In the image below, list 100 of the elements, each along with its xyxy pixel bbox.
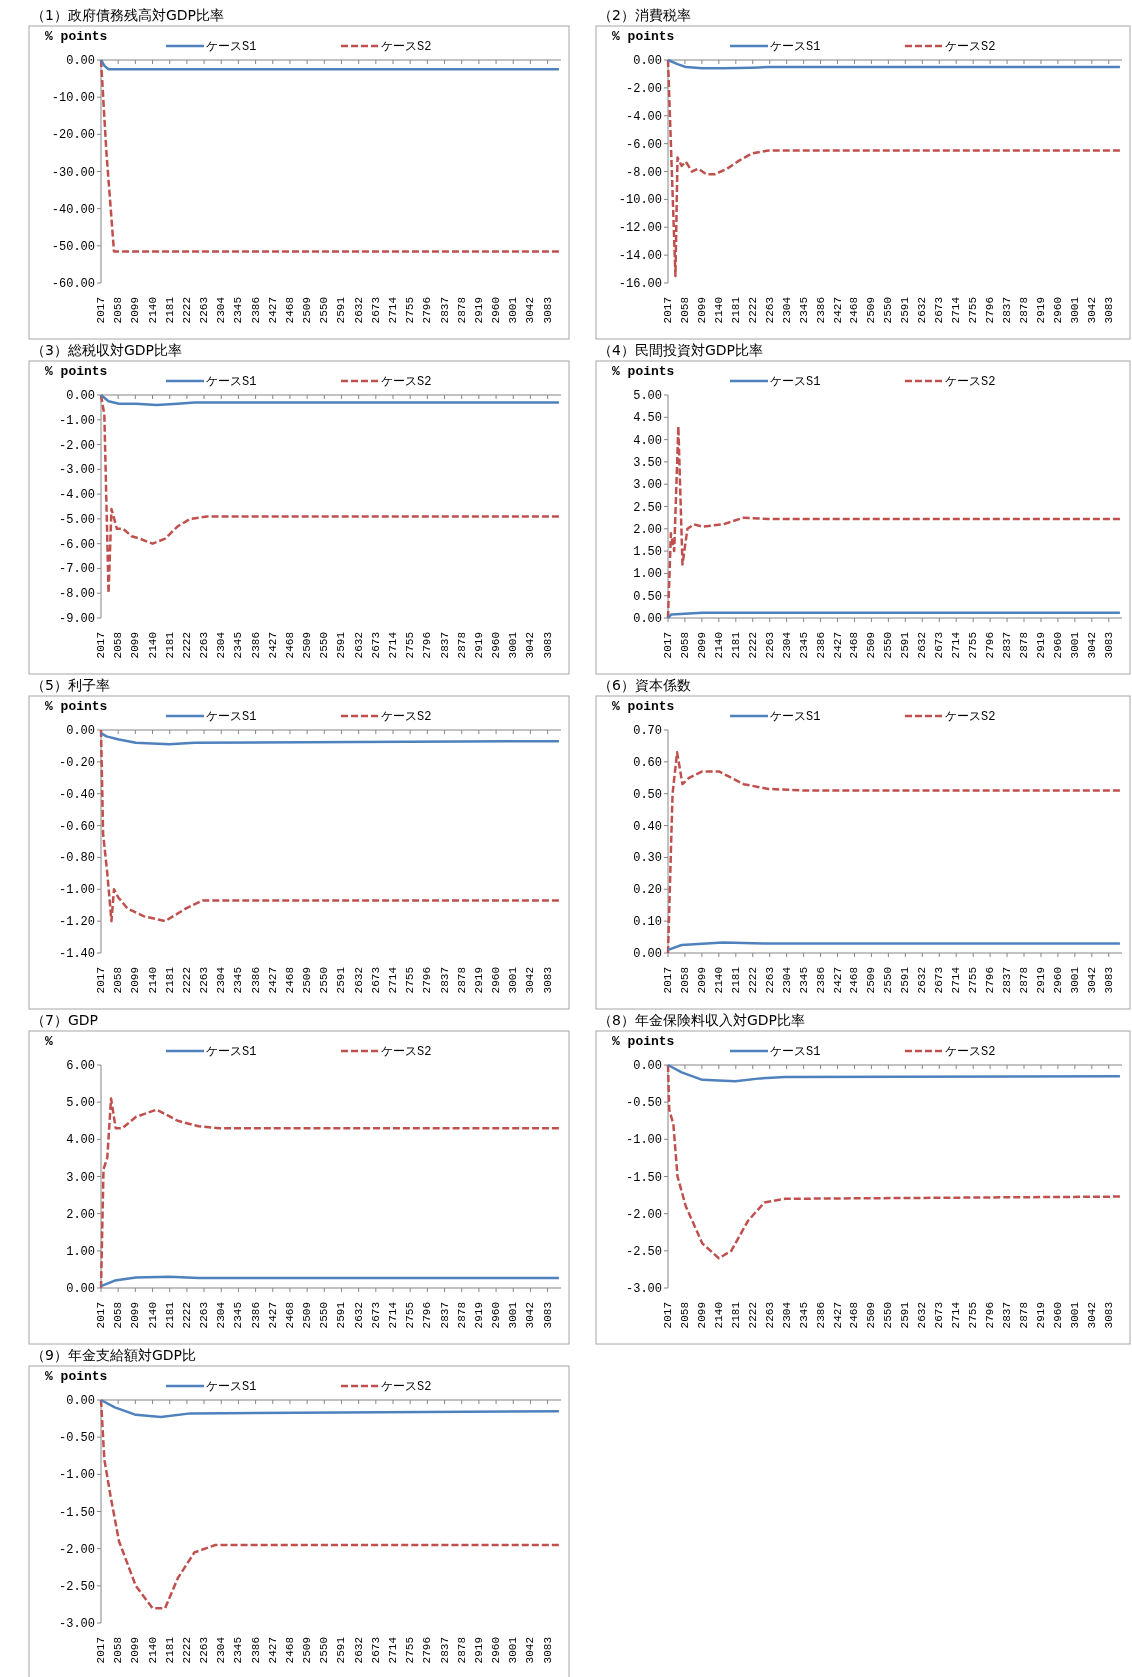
x-tick-label: 2919 <box>1034 297 1047 324</box>
x-tick-label: 3083 <box>541 297 554 324</box>
x-tick-label: 2919 <box>472 1302 485 1329</box>
y-tick-label: -30.00 <box>51 165 95 180</box>
y-tick-label: -8.00 <box>58 587 95 602</box>
x-tick-label: 2755 <box>404 297 417 324</box>
x-tick-label: 2509 <box>865 632 878 659</box>
x-tick-label: 2017 <box>662 1302 674 1329</box>
y-tick-label: -1.20 <box>58 915 95 930</box>
x-tick-label: 2837 <box>438 632 451 659</box>
x-tick-label: 2304 <box>215 631 228 659</box>
x-tick-label: 2673 <box>369 297 382 324</box>
x-tick-label: 2427 <box>831 967 844 994</box>
chart-title: （4）民間投資対GDP比率 <box>598 342 763 358</box>
x-tick-label: 2304 <box>780 1301 793 1329</box>
legend-label: ケースS2 <box>381 375 432 389</box>
y-tick-label: -1.00 <box>58 883 95 898</box>
y-tick-label: -3.00 <box>58 1617 95 1631</box>
y-tick-label: 2.00 <box>633 522 662 537</box>
x-tick-label: 2304 <box>215 1301 228 1329</box>
legend-label: ケースS2 <box>945 710 996 724</box>
y-tick-label: 0.30 <box>633 851 662 866</box>
x-tick-label: 2181 <box>729 1301 742 1329</box>
x-tick-label: 2673 <box>933 967 946 994</box>
x-tick-label: 3042 <box>524 1302 537 1329</box>
x-tick-label: 2222 <box>746 1302 759 1329</box>
x-tick-label: 2878 <box>455 1637 468 1664</box>
y-tick-label: -4.00 <box>58 488 95 503</box>
x-tick-label: 2140 <box>146 632 159 659</box>
x-tick-label: 2468 <box>848 1302 861 1329</box>
x-tick-label: 2755 <box>404 1302 417 1329</box>
y-tick-label: -4.00 <box>625 109 662 124</box>
y-tick-label: 0.00 <box>66 54 95 68</box>
x-tick-label: 2632 <box>352 632 365 659</box>
y-axis-title: % points <box>45 699 108 714</box>
x-tick-label: 2099 <box>695 297 708 324</box>
x-tick-label: 2755 <box>404 632 417 659</box>
x-tick-label: 2591 <box>335 966 348 994</box>
y-tick-label: -14.00 <box>618 249 662 264</box>
y-tick-label: -16.00 <box>618 277 662 291</box>
x-tick-label: 2345 <box>797 297 810 324</box>
x-tick-label: 2263 <box>198 1302 211 1329</box>
x-tick-label: 2427 <box>266 967 279 994</box>
x-tick-label: 2632 <box>916 967 929 994</box>
x-tick-label: 2345 <box>232 1302 245 1329</box>
x-tick-label: 2222 <box>180 632 193 659</box>
x-tick-label: 2755 <box>404 1637 417 1664</box>
x-tick-label: 2919 <box>472 967 485 994</box>
x-tick-label: 2878 <box>1018 967 1031 994</box>
y-tick-label: 0.00 <box>66 724 95 738</box>
y-tick-label: 0.00 <box>633 54 662 68</box>
y-tick-label: 5.00 <box>633 389 662 403</box>
y-tick-label: -1.00 <box>625 1133 662 1148</box>
y-tick-label: -2.00 <box>625 81 662 96</box>
x-tick-label: 2960 <box>490 632 503 659</box>
y-tick-label: 0.60 <box>633 755 662 770</box>
x-tick-label: 2837 <box>438 1637 451 1664</box>
legend-label: ケースS2 <box>945 375 996 389</box>
x-tick-label: 2796 <box>984 632 997 659</box>
x-tick-label: 2181 <box>729 631 742 659</box>
x-tick-label: 2345 <box>797 967 810 994</box>
y-tick-label: 5.00 <box>66 1096 95 1111</box>
x-tick-label: 2222 <box>180 1637 193 1664</box>
x-tick-label: 2222 <box>746 967 759 994</box>
x-tick-label: 3083 <box>1102 632 1115 659</box>
x-tick-label: 2386 <box>249 1302 262 1329</box>
x-tick-label: 2591 <box>335 631 348 659</box>
x-tick-label: 2837 <box>438 1302 451 1329</box>
y-tick-label: 0.10 <box>633 915 662 930</box>
legend-label: ケースS1 <box>770 710 821 724</box>
x-tick-label: 2222 <box>180 297 193 324</box>
x-tick-label: 2017 <box>662 967 674 994</box>
x-tick-label: 3083 <box>541 967 554 994</box>
x-tick-label: 2714 <box>387 1301 399 1329</box>
y-tick-label: -2.00 <box>625 1207 662 1222</box>
y-tick-label: -1.50 <box>58 1505 95 1520</box>
y-tick-label: -20.00 <box>51 128 95 143</box>
chart-title: （6）資本係数 <box>598 677 691 693</box>
x-tick-label: 2345 <box>797 1302 810 1329</box>
x-tick-label: 2263 <box>198 632 211 659</box>
y-tick-label: -1.00 <box>58 1468 95 1483</box>
x-tick-label: 2058 <box>678 967 691 994</box>
legend-label: ケースS1 <box>206 1380 257 1394</box>
y-axis-title: % points <box>612 29 675 44</box>
y-tick-label: 0.00 <box>66 1282 95 1296</box>
y-axis-title: % points <box>612 364 675 379</box>
x-tick-label: 3001 <box>1068 966 1081 994</box>
x-tick-label: 2140 <box>712 1302 725 1329</box>
x-tick-label: 2468 <box>283 1302 296 1329</box>
x-tick-label: 2222 <box>180 967 193 994</box>
legend-label: ケースS2 <box>945 1045 996 1059</box>
x-tick-label: 2140 <box>146 967 159 994</box>
y-tick-label: 0.00 <box>633 1059 662 1073</box>
legend-label: ケースS1 <box>206 1045 257 1059</box>
x-tick-label: 2550 <box>318 1637 331 1664</box>
chart-title: （2）消費税率 <box>598 7 691 23</box>
x-tick-label: 2714 <box>950 296 963 324</box>
x-tick-label: 2386 <box>814 297 827 324</box>
x-tick-label: 2796 <box>421 297 434 324</box>
x-tick-label: 2796 <box>984 967 997 994</box>
